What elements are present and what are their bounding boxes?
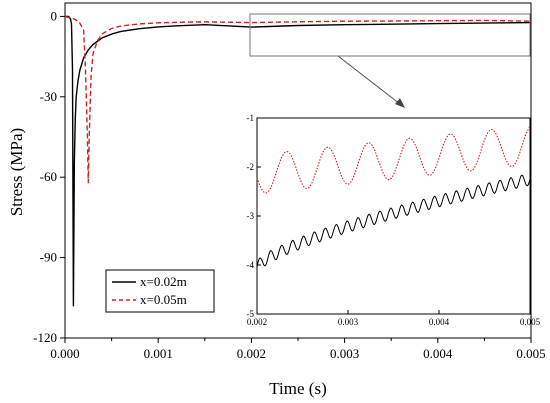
legend: x=0.02m x=0.05m [105,269,215,313]
main-axis-ticks: 0.000 0.001 0.002 0.003 0.004 0.005 0 -30 -60 -90… [33,8,545,361]
inset-axis-ticks: 0.002 0.003 0.004 0.005 -1 -2 -3 -4 -5 [247,113,541,327]
x-tick-label: 0.003 [330,346,359,361]
legend-box [105,269,215,313]
inset-series-group [256,126,531,268]
y-tick-label: -60 [40,169,57,184]
zoom-region-box [249,13,531,57]
inset-x-tick-label: 0.005 [520,317,541,327]
inset-y-tick-label: -2 [247,162,255,172]
legend-label-x002: x=0.02m [140,274,187,289]
zoom-arrowhead-icon [395,98,405,108]
series-line-x002 [65,15,532,307]
main-series-group [64,15,532,307]
inset-series-line-x005 [256,126,531,194]
inset-x-tick-label: 0.003 [338,317,359,327]
y-tick-label: -120 [33,330,57,345]
y-tick-label: -90 [40,250,57,265]
series-line-x005 [64,15,532,184]
inset-y-tick-label: -5 [247,309,255,319]
inset-x-tick-label: 0.002 [247,317,267,327]
inset-series-line-x002 [256,174,531,268]
inset-x-tick-label: 0.004 [429,317,450,327]
inset-y-tick-label: -4 [247,260,255,270]
inset-y-tick-label: -1 [247,113,255,123]
inset-y-tick-label: -3 [247,211,255,221]
zoom-arrow-line [337,55,401,105]
inset-plot-frame [256,117,531,315]
y-axis-title: Stress (MPa) [7,128,26,216]
x-tick-label: 0.002 [237,346,266,361]
x-tick-label: 0.004 [423,346,453,361]
x-axis-title: Time (s) [269,379,326,398]
x-tick-label: 0.000 [50,346,79,361]
y-tick-label: -30 [40,89,57,104]
legend-label-x005: x=0.05m [140,292,187,307]
y-tick-label: 0 [51,8,58,23]
x-tick-label: 0.001 [144,346,173,361]
x-tick-label: 0.005 [516,346,545,361]
